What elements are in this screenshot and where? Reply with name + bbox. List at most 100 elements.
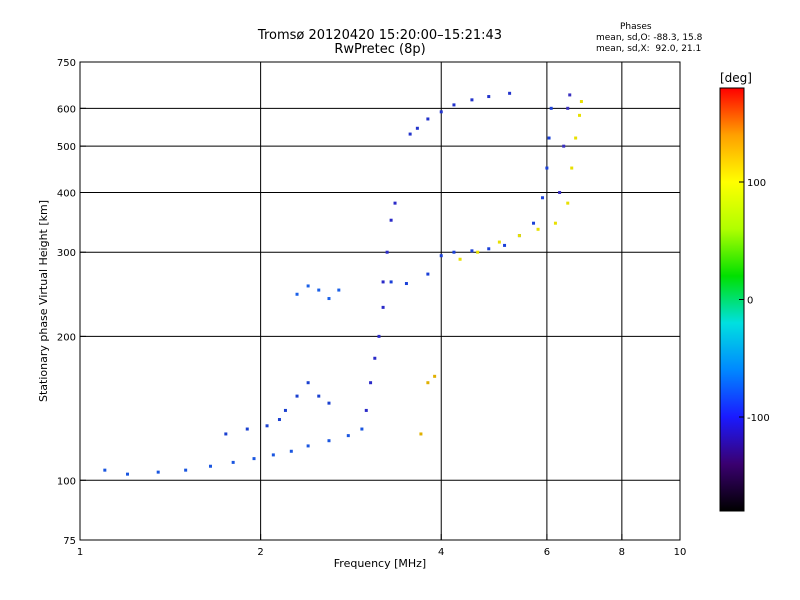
chart-title: Tromsø 20120420 15:20:00–15:21:43 [257,28,503,43]
colorbar-tick-label: 0 [747,296,753,307]
scatter-point [231,460,235,464]
phases-title: Phases [620,22,652,32]
scatter-point [265,424,269,428]
scatter-point [426,272,430,276]
scatter-point [360,427,364,431]
y-tick-label: 300 [57,248,76,259]
scatter-points [103,91,583,476]
scatter-point [570,166,574,170]
y-axis-label: Stationary phase Virtual Height [km] [37,200,50,402]
scatter-point [579,100,583,104]
scatter-point [566,201,570,205]
plot-frame [79,61,681,541]
scatter-point [566,106,570,110]
colorbar-tick-label: -100 [747,413,770,424]
scatter-point [317,288,321,292]
scatter-point [476,250,480,254]
scatter-point [317,394,321,398]
y-tick-label: 100 [57,476,76,487]
scatter-point [306,444,310,448]
scatter-point [568,93,572,97]
scatter-point [385,250,389,254]
y-tick-label: 200 [57,332,76,343]
scatter-point [458,257,462,261]
scatter-point [295,394,299,398]
scatter-point [487,95,491,99]
scatter-point [271,453,275,457]
scatter-point [439,110,443,114]
scatter-point [541,196,545,200]
x-tick-label: 4 [438,547,444,558]
x-tick-label: 10 [674,547,687,558]
scatter-point [419,432,423,436]
scatter-point [245,427,249,431]
x-axis-label: Frequency [MHz] [334,557,426,570]
scatter-point [517,234,521,238]
y-tick-label: 750 [57,58,76,69]
scatter-point [337,288,341,292]
scatter-point [532,221,536,225]
scatter-point [252,457,256,461]
x-tick-label: 1 [77,547,83,558]
y-tick-label: 75 [63,536,76,547]
scatter-point [277,418,281,422]
scatter-point [415,126,419,130]
scatter-point [536,227,540,231]
phases-x-stats: mean, sd,X: 92.0, 21.1 [596,44,702,54]
y-tick-label: 500 [57,142,76,153]
scatter-point [503,243,507,247]
scatter-point [184,468,188,472]
scatter-point [574,136,578,140]
scatter-point [306,381,310,385]
colorbar-tick-label: 100 [747,178,766,189]
chart-subtitle: RwPretec (8p) [334,42,426,57]
scatter-point [346,434,350,438]
scatter-point [404,282,408,286]
scatter-point [283,408,287,412]
scatter-point [103,468,107,472]
scatter-point [497,240,501,244]
scatter-point [426,117,430,121]
scatter-point [408,132,412,136]
x-axis-ticks: 1 2 4 6 8 10 [77,534,687,558]
scatter-point [426,381,430,385]
scatter-point [373,356,377,360]
scatter-point [306,284,310,288]
scatter-point [470,98,474,102]
scatter-point [208,464,212,468]
phases-o-stats: mean, sd,O: -88.3, 15.8 [596,33,703,43]
scatter-point [327,297,331,301]
scatter-point [487,247,491,251]
y-tick-label: 600 [57,104,76,115]
scatter-point [393,201,397,205]
scatter-point [470,249,474,253]
scatter-point [389,280,393,284]
scatter-point [578,113,582,117]
x-tick-label: 6 [544,547,550,558]
scatter-point [156,470,160,474]
scatter-point [433,374,437,378]
scatter-point [289,449,293,453]
y-axis-ticks: 75 100 200 300 400 500 600 750 [57,58,86,547]
scatter-point [369,381,373,385]
scatter-point [381,305,385,309]
colorbar-ticks: 100 0 -100 [739,178,770,424]
scatter-point [558,190,562,194]
scatter-point [381,280,385,284]
x-tick-label: 8 [619,547,625,558]
colorbar-label: [deg] [720,71,752,85]
scatter-point [547,136,551,140]
scatter-point [224,432,228,436]
scatter-point [553,221,557,225]
scatter-point [126,472,130,476]
y-tick-label: 400 [57,188,76,199]
scatter-point [377,334,381,338]
scatter-point [549,106,553,110]
scatter-point [364,408,368,412]
scatter-point [452,250,456,254]
scatter-point [508,91,512,95]
scatter-point [545,166,549,170]
scatter-point [452,103,456,107]
scatter-point [562,144,566,148]
